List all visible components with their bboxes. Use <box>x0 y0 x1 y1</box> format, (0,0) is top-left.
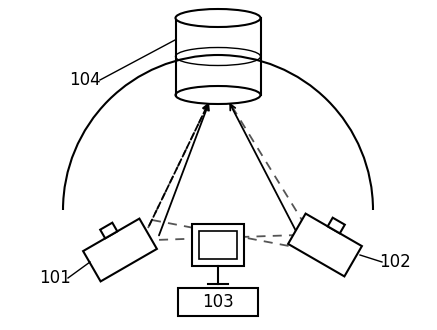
FancyBboxPatch shape <box>192 224 244 266</box>
FancyBboxPatch shape <box>199 231 237 259</box>
Ellipse shape <box>176 9 260 27</box>
FancyBboxPatch shape <box>288 214 362 277</box>
Text: 104: 104 <box>69 71 101 89</box>
FancyBboxPatch shape <box>83 218 157 281</box>
Ellipse shape <box>176 86 260 104</box>
Text: 102: 102 <box>379 253 411 271</box>
FancyBboxPatch shape <box>178 288 258 316</box>
Text: 103: 103 <box>202 293 234 311</box>
FancyBboxPatch shape <box>328 218 345 233</box>
FancyBboxPatch shape <box>100 223 117 238</box>
Text: 101: 101 <box>39 269 71 287</box>
